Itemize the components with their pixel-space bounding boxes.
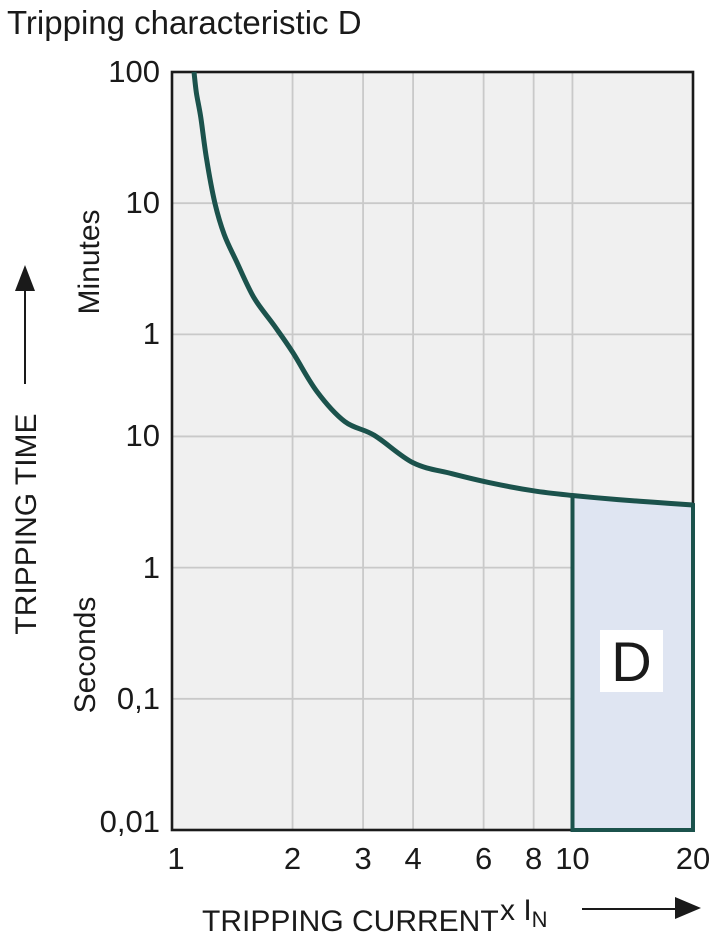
x-tick-label: 10 (555, 841, 590, 876)
x-tick-label: 6 (474, 841, 493, 876)
chart-title: Tripping characteristic D (7, 4, 362, 41)
tripping-curve (191, 71, 694, 508)
plot-border (170, 70, 695, 832)
up-arrow-icon (15, 265, 35, 291)
y-tick-label: 0,1 (116, 680, 160, 716)
x-axis-title: TRIPPING CURRENT (202, 905, 499, 938)
y-tick-label: 100 (108, 54, 160, 89)
right-arrow-shaft (582, 908, 676, 910)
x-axis-multiplier-prefix: x I (500, 894, 532, 927)
x-axis-multiplier-sub: N (531, 907, 548, 932)
region-label-box: D (600, 629, 663, 693)
y-tick-label: 1 (142, 316, 160, 352)
x-axis-multiplier: x IN (500, 894, 548, 933)
region-label: D (611, 629, 652, 693)
y-tick-label: 10 (125, 185, 160, 221)
y-tick-label: 1 (142, 549, 160, 585)
up-arrow-shaft (24, 291, 26, 384)
y-axis-unit-minutes: Minutes (73, 209, 106, 315)
x-tick-label: 8 (525, 841, 543, 876)
y-axis-title: TRIPPING TIME (10, 413, 43, 635)
x-tick-label: 2 (283, 841, 302, 876)
y-tick-label: 10 (125, 418, 160, 454)
right-arrow-icon (675, 897, 701, 919)
x-tick-label: 3 (354, 841, 372, 876)
y-tick-label: 0,01 (99, 804, 160, 839)
x-tick-label: 20 (675, 841, 711, 876)
x-tick-label: 1 (167, 841, 185, 876)
x-tick-label: 4 (404, 841, 422, 876)
